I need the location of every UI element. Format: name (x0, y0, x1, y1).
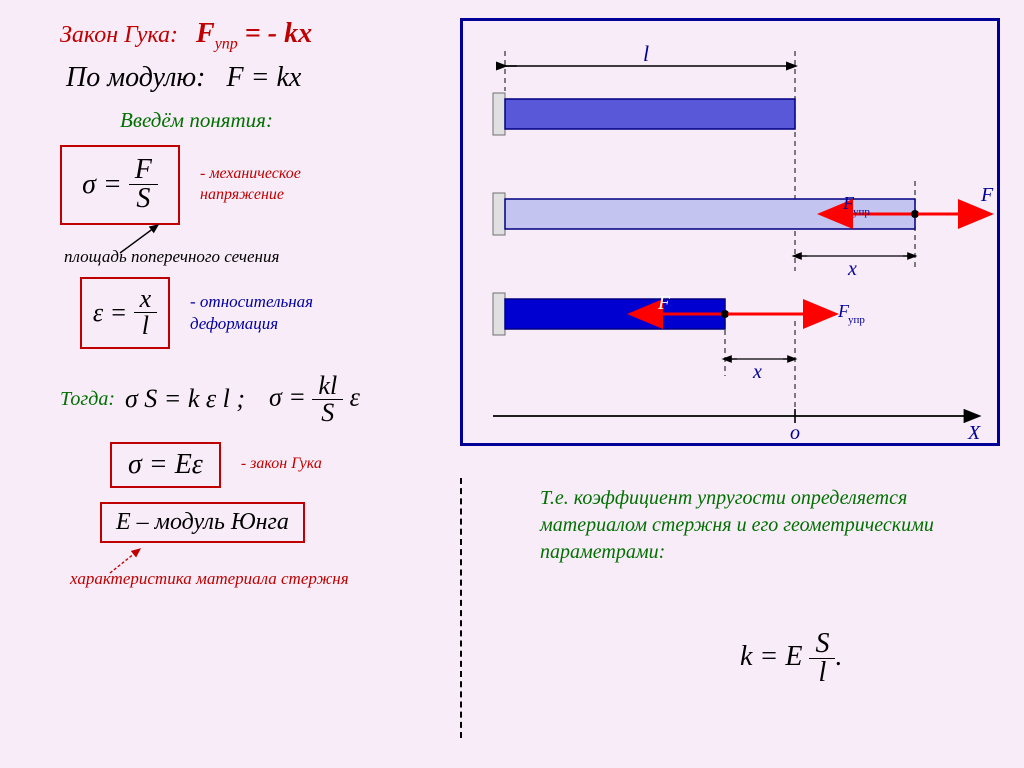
sigma-E-epsilon-box: σ = Eε (110, 442, 221, 488)
svg-text:упр: упр (853, 206, 870, 218)
title-row: Закон Гука: Fупр = - kx (60, 18, 460, 54)
area-label: площадь поперечного сечения (64, 247, 460, 267)
young-modulus-box: E – модуль Юнга (100, 502, 305, 543)
hookes-law-stress: σ = Eε - закон Гука (110, 442, 460, 488)
vertical-divider (460, 478, 462, 738)
modulus-row: По модулю: F = kx (66, 62, 460, 94)
svg-text:o: o (790, 422, 800, 444)
sigma-annotation: - механическое напряжение (200, 164, 301, 206)
svg-text:x: x (847, 258, 857, 280)
sigma-formula-box: σ = F S (60, 145, 180, 225)
epsilon-formula-box: ε = x l (80, 277, 170, 349)
svg-text:x: x (752, 361, 762, 383)
young-modulus-row: E – модуль Юнга (100, 502, 460, 543)
law-formula: Fупр = - kx (196, 18, 312, 54)
svg-text:упр: упр (848, 314, 865, 326)
rod-deformation-diagram: l F⃗ упр F⃗ x F⃗ F⃗ упр (460, 18, 1000, 446)
intro-label: Введём понятия: (120, 108, 460, 133)
material-characteristic-label: характеристика материала стержня (70, 569, 460, 589)
label-l: l (643, 41, 649, 66)
stiffness-explanation: Т.е. коэффициент упругости определяется … (540, 485, 970, 566)
hookes-annotation: - закон Гука (241, 454, 322, 475)
k-formula: k = E S l . (740, 630, 842, 687)
derivation-row: Тогда: σ S = k ε l ; σ = kl S ε (60, 373, 460, 426)
left-column: Закон Гука: Fупр = - kx По модулю: F = k… (60, 18, 460, 589)
epsilon-annotation: - относительная деформация (190, 291, 313, 335)
epsilon-definition: ε = x l - относительная деформация (80, 277, 460, 349)
svg-text:F⃗: F⃗ (980, 184, 1003, 206)
diagram-svg: l F⃗ упр F⃗ x F⃗ F⃗ упр (463, 21, 1003, 449)
sigma-definition: σ = F S - механическое напряжение (60, 145, 460, 225)
law-name: Закон Гука: (60, 22, 178, 49)
svg-text:F⃗: F⃗ (657, 292, 686, 314)
svg-text:X: X (967, 422, 981, 444)
